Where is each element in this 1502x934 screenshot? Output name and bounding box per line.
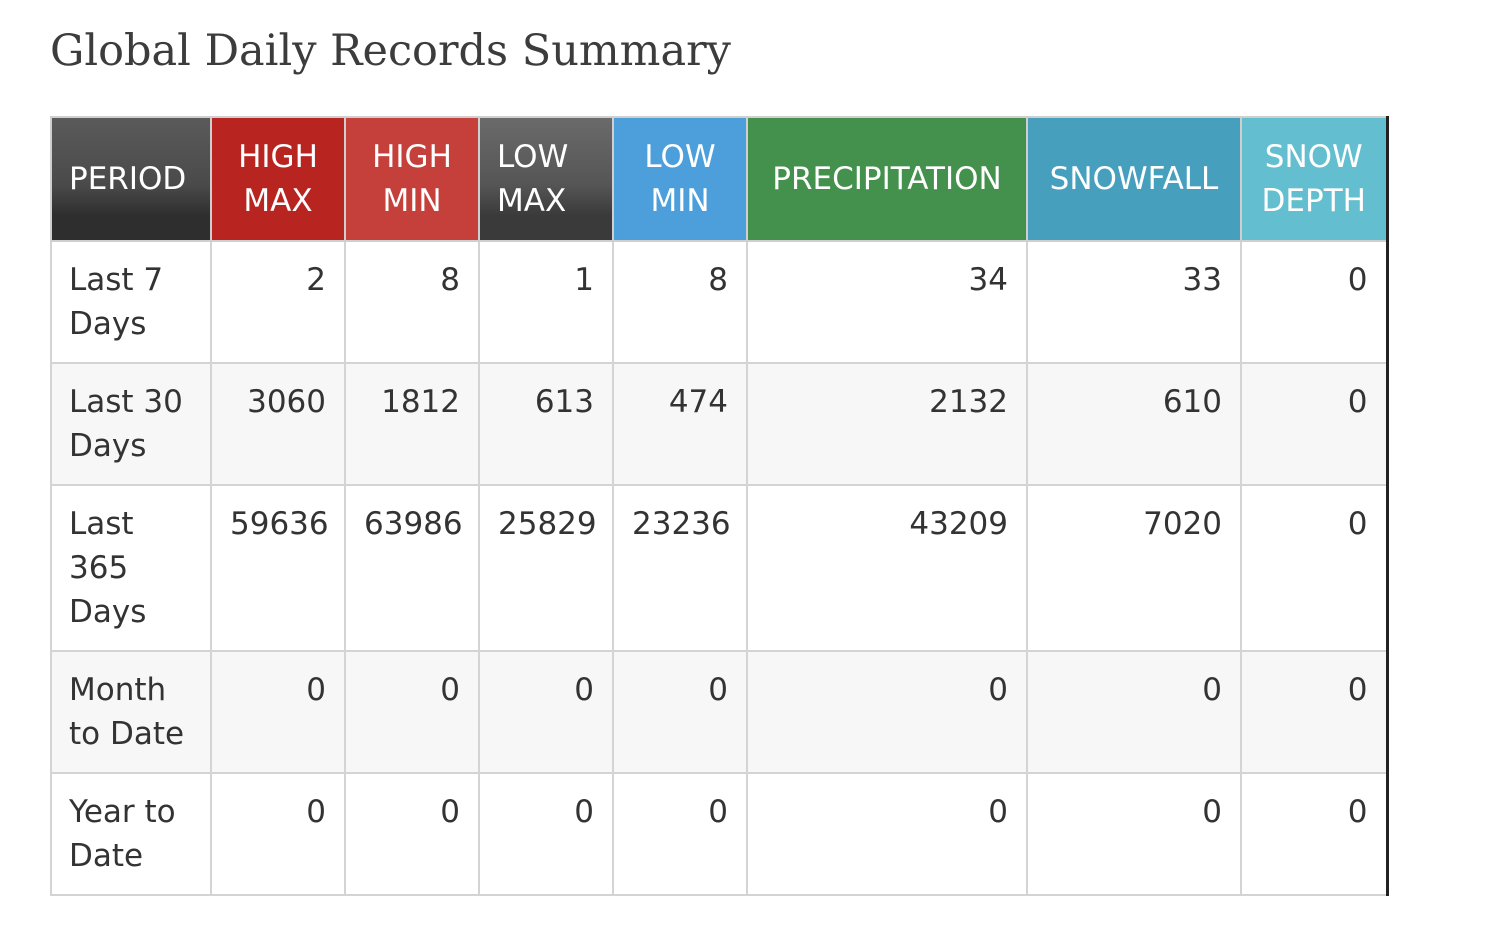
column-header-label: HIGH — [372, 139, 452, 175]
table-row: Year to Date 0 0 0 0 0 0 0 — [50, 772, 1388, 896]
snow-depth-cell: 0 — [1240, 362, 1388, 486]
column-header-label: LOW — [644, 139, 716, 175]
low-min-cell: 474 — [612, 362, 748, 486]
snowfall-cell: 0 — [1026, 772, 1242, 896]
snow-depth-cell: 0 — [1240, 650, 1388, 774]
low-min-cell: 0 — [612, 772, 748, 896]
column-header-label: MIN — [650, 183, 710, 219]
row-period-cell: Month to Date — [50, 650, 212, 774]
high-max-cell: 0 — [210, 772, 346, 896]
snowfall-cell: 33 — [1026, 240, 1242, 364]
low-min-cell: 23236 — [612, 484, 748, 652]
column-header-label: SNOW — [1264, 139, 1363, 175]
precipitation-cell: 0 — [746, 772, 1028, 896]
records-summary-table: PERIOD HIGH MAX HIGH MIN LOW MAX LOW MIN… — [50, 116, 1389, 896]
precipitation-cell: 2132 — [746, 362, 1028, 486]
high-min-cell: 63986 — [344, 484, 480, 652]
low-max-cell: 613 — [478, 362, 614, 486]
snow-depth-cell: 0 — [1240, 772, 1388, 896]
row-period-cell: Last 30 Days — [50, 362, 212, 486]
column-header-label: MIN — [382, 183, 442, 219]
high-min-cell: 0 — [344, 650, 480, 774]
snowfall-cell: 0 — [1026, 650, 1242, 774]
column-header-snowfall[interactable]: SNOWFALL — [1026, 116, 1242, 242]
column-header-label: MAX — [497, 183, 567, 219]
row-period-cell: Last 7 Days — [50, 240, 212, 364]
column-header-snow-depth[interactable]: SNOW DEPTH — [1240, 116, 1388, 242]
column-header-period[interactable]: PERIOD — [50, 116, 212, 242]
column-header-label: PERIOD — [69, 161, 187, 197]
high-max-cell: 59636 — [210, 484, 346, 652]
table-row: Last 7 Days 2 8 1 8 34 33 0 — [50, 240, 1388, 364]
column-header-high-max[interactable]: HIGH MAX — [210, 116, 346, 242]
column-header-label: PRECIPITATION — [772, 161, 1002, 197]
column-header-low-min[interactable]: LOW MIN — [612, 116, 748, 242]
precipitation-cell: 34 — [746, 240, 1028, 364]
low-max-cell: 0 — [478, 650, 614, 774]
snowfall-cell: 610 — [1026, 362, 1242, 486]
column-header-low-max[interactable]: LOW MAX — [478, 116, 614, 242]
high-min-cell: 8 — [344, 240, 480, 364]
snow-depth-cell: 0 — [1240, 484, 1388, 652]
row-period-cell: Year to Date — [50, 772, 212, 896]
low-min-cell: 8 — [612, 240, 748, 364]
table-row: Last 30 Days 3060 1812 613 474 2132 610 … — [50, 362, 1388, 486]
column-header-label: SNOWFALL — [1049, 161, 1219, 197]
column-header-label: DEPTH — [1261, 183, 1366, 219]
low-max-cell: 0 — [478, 772, 614, 896]
low-max-cell: 1 — [478, 240, 614, 364]
snow-depth-cell: 0 — [1240, 240, 1388, 364]
precipitation-cell: 43209 — [746, 484, 1028, 652]
high-min-cell: 1812 — [344, 362, 480, 486]
high-min-cell: 0 — [344, 772, 480, 896]
precipitation-cell: 0 — [746, 650, 1028, 774]
table-header-row: PERIOD HIGH MAX HIGH MIN LOW MAX LOW MIN… — [50, 116, 1388, 242]
low-max-cell: 25829 — [478, 484, 614, 652]
column-header-high-min[interactable]: HIGH MIN — [344, 116, 480, 242]
page-title: Global Daily Records Summary — [50, 26, 731, 76]
snowfall-cell: 7020 — [1026, 484, 1242, 652]
table-row: Month to Date 0 0 0 0 0 0 0 — [50, 650, 1388, 774]
high-max-cell: 3060 — [210, 362, 346, 486]
column-header-precipitation[interactable]: PRECIPITATION — [746, 116, 1028, 242]
row-period-cell: Last 365 Days — [50, 484, 212, 652]
high-max-cell: 2 — [210, 240, 346, 364]
column-header-label: LOW — [497, 139, 569, 175]
table-row: Last 365 Days 59636 63986 25829 23236 43… — [50, 484, 1388, 652]
high-max-cell: 0 — [210, 650, 346, 774]
low-min-cell: 0 — [612, 650, 748, 774]
column-header-label: MAX — [243, 183, 313, 219]
column-header-label: HIGH — [238, 139, 318, 175]
